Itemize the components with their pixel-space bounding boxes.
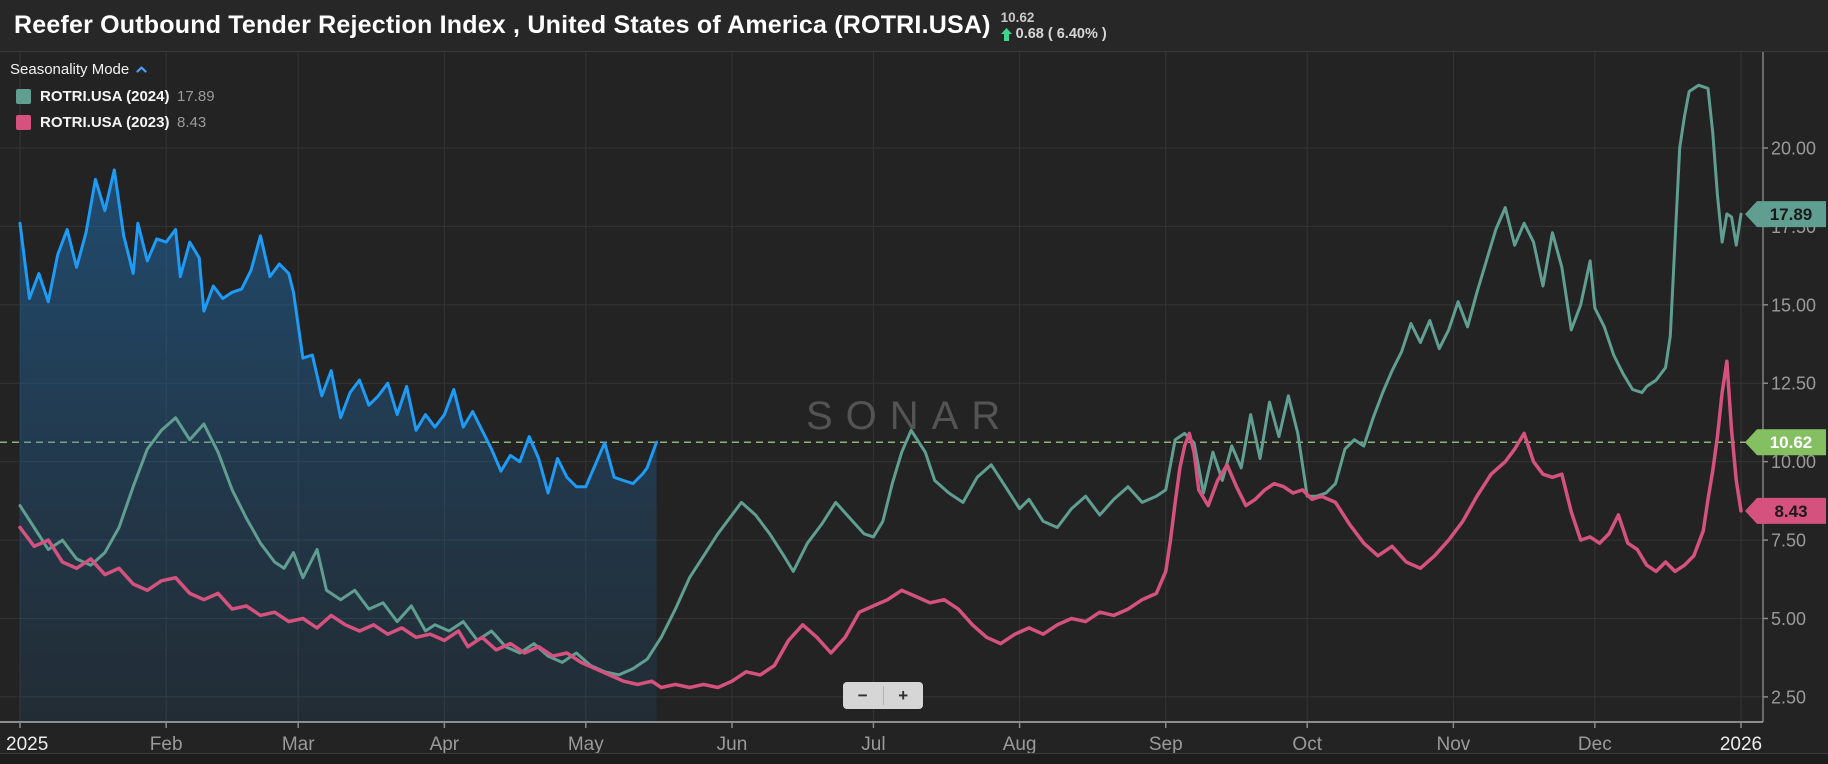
legend-value: 8.43 xyxy=(177,114,207,131)
series-2025-line xyxy=(18,168,659,495)
bottom-strip xyxy=(0,754,1828,764)
seasonality-mode-dropdown[interactable]: Seasonality Mode xyxy=(10,61,215,78)
series-2023-line xyxy=(18,359,1743,690)
y-axis-label: 15.00 xyxy=(1771,295,1816,315)
legend-label: ROTRI.USA (2023) xyxy=(40,114,170,131)
zoom-divider xyxy=(882,686,884,705)
seasonality-mode-label: Seasonality Mode xyxy=(10,61,130,78)
price-badge-label: 8.43 xyxy=(1774,502,1807,521)
legend-item-rotri-2024[interactable]: ROTRI.USA (2024) 17.89 xyxy=(16,88,215,105)
x-axis-label: May xyxy=(568,734,604,755)
series-2023-swatch xyxy=(16,115,31,130)
zoom-in-button[interactable]: + xyxy=(898,685,909,705)
quote-block: 10.62 0.68 ( 6.40% ) xyxy=(1000,8,1107,43)
x-axis-label: Aug xyxy=(1003,734,1037,755)
x-axis-label: Oct xyxy=(1292,734,1322,755)
x-axis-label: Mar xyxy=(282,734,315,755)
zoom-controls: − + xyxy=(843,682,923,709)
x-axis-label: Nov xyxy=(1436,734,1470,755)
price-badge-label: 17.89 xyxy=(1770,205,1813,224)
y-axis-label: 5.00 xyxy=(1771,609,1806,629)
y-axis-label: 7.50 xyxy=(1771,531,1806,551)
y-axis-label: 12.50 xyxy=(1771,374,1816,394)
y-axis-label: 2.50 xyxy=(1771,687,1806,707)
chart-area: SONAR 20.0017.5015.0012.5010.007.505.002… xyxy=(0,52,1828,764)
price-badge xyxy=(1745,429,1826,456)
price-badge-label: 10.62 xyxy=(1770,433,1813,452)
x-axis-label: Jun xyxy=(717,734,748,755)
x-axis-label: Feb xyxy=(150,734,183,755)
series-2024-line xyxy=(18,83,1743,677)
x-axis-label: 2025 xyxy=(6,734,48,755)
legend-label: ROTRI.USA (2024) xyxy=(40,88,170,105)
change-text: 0.68 ( 6.40% ) xyxy=(1015,25,1107,42)
price-badge xyxy=(1745,497,1826,524)
zoom-out-button[interactable]: − xyxy=(857,685,868,705)
series-2025-area xyxy=(20,169,657,722)
y-axis-label: 20.00 xyxy=(1771,138,1816,158)
legend-item-rotri-2023[interactable]: ROTRI.USA (2023) 8.43 xyxy=(16,114,215,131)
x-axis-label: 2026 xyxy=(1720,734,1762,755)
price-badge xyxy=(1745,201,1826,228)
arrow-up-icon xyxy=(1000,27,1012,41)
y-axis-label: 10.00 xyxy=(1771,452,1816,472)
chart-svg[interactable]: 20.0017.5015.0012.5010.007.505.002.50202… xyxy=(0,52,1828,764)
x-axis-label: Dec xyxy=(1578,734,1612,755)
x-axis-label: Jul xyxy=(861,734,885,755)
chevron-up-icon xyxy=(136,66,147,73)
legend-value: 17.89 xyxy=(177,88,215,105)
x-axis-label: Sep xyxy=(1149,734,1183,755)
header: Reefer Outbound Tender Rejection Index ,… xyxy=(0,0,1828,52)
change-value: 0.68 ( 6.40% ) xyxy=(1000,25,1107,43)
series-2024-swatch xyxy=(16,89,31,104)
page-title: Reefer Outbound Tender Rejection Index ,… xyxy=(14,11,991,39)
sonar-watermark: SONAR xyxy=(806,394,1014,438)
x-axis-label: Apr xyxy=(430,734,460,755)
legend: Seasonality Mode ROTRI.USA (2024) 17.89 … xyxy=(10,61,215,140)
last-value: 10.62 xyxy=(1000,10,1035,26)
